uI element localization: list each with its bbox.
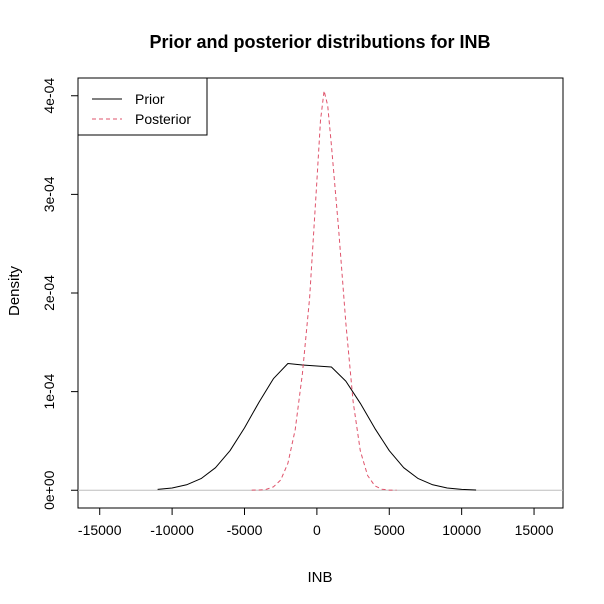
y-axis-label: Density [6,265,23,316]
plot-frame [77,77,564,509]
x-tick-label: -5000 [227,522,263,538]
x-tick-label: -15000 [78,522,122,538]
legend-label-prior: Prior [135,91,165,107]
legend-label-posterior: Posterior [135,111,191,127]
y-tick-label: 3e-04 [41,176,57,212]
series-line-prior [157,363,477,491]
y-tick-label: 4e-04 [41,78,57,114]
y-axis: 0e+00 1e-04 2e-04 3e-04 4e-04 [41,78,79,510]
y-tick-label: 1e-04 [41,374,57,410]
x-tick-label: 5000 [374,522,405,538]
x-tick-label: 15000 [515,522,554,538]
series-line-posterior [251,90,397,491]
x-tick-label: 10000 [442,522,481,538]
x-axis-label: INB [307,569,332,586]
chart-title: Prior and posterior distributions for IN… [149,32,490,52]
y-tick-label: 0e+00 [41,470,57,510]
y-tick-label: 2e-04 [41,275,57,311]
x-tick-label: 0 [313,522,321,538]
legend-box [77,77,208,136]
legend: Prior Posterior [77,77,208,136]
x-tick-label: -10000 [150,522,194,538]
x-axis: -15000 -10000 -5000 0 5000 10000 15000 [78,507,554,538]
plot-area [78,90,563,491]
